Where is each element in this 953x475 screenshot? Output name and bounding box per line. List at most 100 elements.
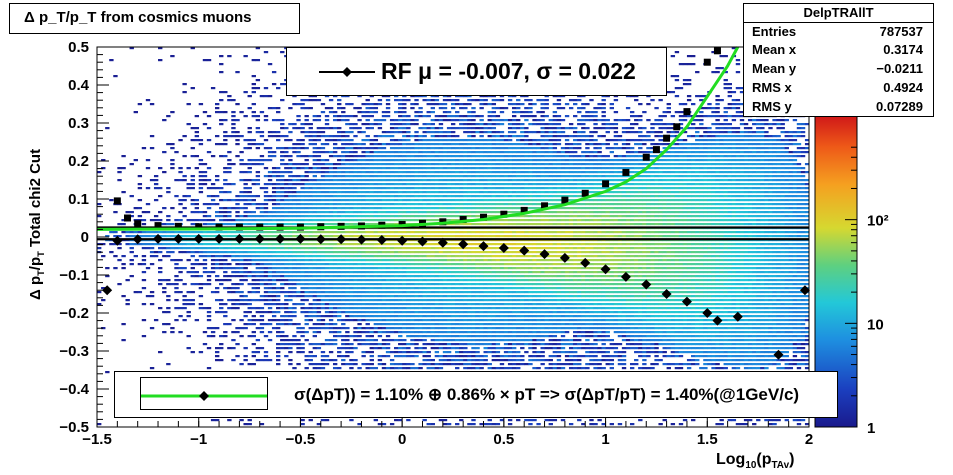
data-point bbox=[124, 214, 132, 222]
data-point bbox=[112, 235, 123, 246]
stats-value: 787537 bbox=[879, 24, 923, 39]
data-point bbox=[683, 108, 691, 116]
data-point bbox=[602, 180, 610, 188]
stats-row: Mean y −0.0211 bbox=[752, 60, 923, 78]
colorbar-tick-label: 1 bbox=[867, 420, 875, 437]
data-point bbox=[500, 210, 508, 218]
data-point bbox=[417, 236, 428, 247]
stats-box: DelpTRAllT Entries 787537 Mean x 0.3174 Me… bbox=[743, 3, 934, 117]
y-tick-label: 0 bbox=[81, 229, 89, 246]
legend-fit-symbol bbox=[141, 391, 267, 401]
stats-name: DelpTRAllT bbox=[744, 4, 933, 23]
data-point bbox=[541, 202, 549, 210]
data-point bbox=[153, 233, 164, 244]
data-point bbox=[102, 285, 113, 296]
x-tick-label: 1 bbox=[601, 431, 609, 448]
x-tick-label: −1.5 bbox=[82, 431, 112, 448]
data-point bbox=[681, 296, 692, 307]
colorbar-tick-label: 10 bbox=[867, 316, 884, 333]
legend-top: RF μ = -0.007, σ = 0.022 bbox=[286, 47, 667, 96]
stats-row: RMS x 0.4924 bbox=[752, 79, 923, 97]
stats-row: RMS y 0.07289 bbox=[752, 98, 923, 116]
data-point bbox=[174, 222, 182, 230]
x-tick-label: 0.5 bbox=[493, 431, 514, 448]
data-point bbox=[799, 285, 810, 296]
data-point bbox=[641, 279, 652, 290]
y-tick-label: −0.3 bbox=[59, 343, 89, 360]
data-point bbox=[498, 243, 509, 254]
data-point bbox=[520, 206, 528, 214]
data-point bbox=[732, 311, 743, 322]
data-point bbox=[113, 197, 121, 205]
data-point bbox=[173, 233, 184, 244]
data-point bbox=[652, 146, 660, 154]
stats-value: 0.3174 bbox=[883, 42, 923, 57]
legend-bottom-text: σ(ΔpT)) = 1.10% ⊕ 0.86% × pT => σ(ΔpT/pT… bbox=[294, 385, 800, 404]
data-point bbox=[376, 235, 387, 246]
data-point bbox=[459, 216, 467, 224]
y-tick-label: 0.1 bbox=[68, 191, 89, 208]
stats-value: −0.0211 bbox=[876, 61, 923, 76]
legend-marker-symbol bbox=[319, 67, 375, 77]
stats-label: RMS x bbox=[752, 80, 792, 95]
data-point bbox=[622, 168, 630, 176]
stats-label: Mean x bbox=[752, 42, 797, 57]
data-point bbox=[559, 252, 570, 263]
x-axis-label: Log10(pTAv) bbox=[716, 451, 795, 472]
y-axis-label: Δ pT/pT Total chi2 Cut bbox=[27, 148, 46, 300]
data-point bbox=[702, 308, 713, 318]
data-point bbox=[132, 234, 143, 245]
title-box: Δ p_T/p_T from cosmics muons bbox=[9, 3, 300, 34]
y-tick-label: −0.1 bbox=[59, 267, 89, 284]
stats-label: RMS y bbox=[752, 99, 792, 114]
stats-label: Entries bbox=[752, 24, 797, 39]
data-point bbox=[397, 235, 408, 246]
data-point bbox=[673, 123, 681, 131]
x-tick-label: 1.5 bbox=[697, 431, 718, 448]
y-tick-label: 0.3 bbox=[68, 115, 89, 132]
stats-row: Mean x 0.3174 bbox=[752, 41, 923, 59]
data-point bbox=[663, 134, 671, 142]
x-tick-label: −0.5 bbox=[286, 431, 316, 448]
data-point bbox=[712, 315, 723, 326]
data-point bbox=[661, 289, 672, 299]
stats-row: Entries 787537 bbox=[752, 23, 923, 41]
data-point bbox=[437, 237, 448, 248]
data-point bbox=[234, 233, 245, 244]
x-axis: −1.5 −1 −0.5 0 0.5 1 1.5 2 bbox=[82, 415, 813, 448]
data-point bbox=[275, 233, 286, 244]
y-tick-label: −0.2 bbox=[59, 305, 89, 322]
data-point bbox=[561, 196, 569, 204]
data-point bbox=[620, 271, 631, 282]
data-point bbox=[480, 213, 488, 221]
data-point bbox=[235, 223, 243, 231]
data-markers bbox=[102, 47, 810, 360]
y-tick-label: 0.4 bbox=[68, 77, 90, 94]
data-point bbox=[254, 233, 265, 244]
y-tick-label: −0.4 bbox=[59, 381, 89, 398]
y-tick-label: 0.2 bbox=[68, 153, 89, 170]
y-tick-label: 0.5 bbox=[68, 39, 89, 56]
data-point bbox=[336, 234, 347, 245]
legend-top-text: RF μ = -0.007, σ = 0.022 bbox=[381, 58, 636, 84]
data-point bbox=[356, 234, 367, 245]
data-point bbox=[154, 222, 162, 230]
data-point bbox=[773, 349, 784, 360]
x-tick-label: 0 bbox=[398, 431, 406, 448]
colorbar-axis: 1 10 10² bbox=[845, 146, 889, 437]
data-point bbox=[134, 220, 142, 228]
data-point bbox=[600, 264, 611, 275]
data-point bbox=[458, 239, 469, 250]
data-point bbox=[295, 233, 306, 244]
colorbar-tick-label: 10² bbox=[867, 213, 889, 230]
x-tick-label: 2 bbox=[805, 431, 813, 448]
data-point bbox=[539, 249, 550, 260]
legend-bottom: σ(ΔpT)) = 1.10% ⊕ 0.86% × pT => σ(ΔpT/pT… bbox=[114, 371, 838, 418]
data-point bbox=[214, 233, 225, 244]
data-point bbox=[581, 189, 589, 197]
data-point bbox=[195, 223, 203, 231]
data-point bbox=[193, 233, 204, 244]
data-point bbox=[713, 47, 721, 55]
fit-curve bbox=[96, 46, 740, 231]
legend-fit-symbol-box bbox=[140, 377, 268, 410]
